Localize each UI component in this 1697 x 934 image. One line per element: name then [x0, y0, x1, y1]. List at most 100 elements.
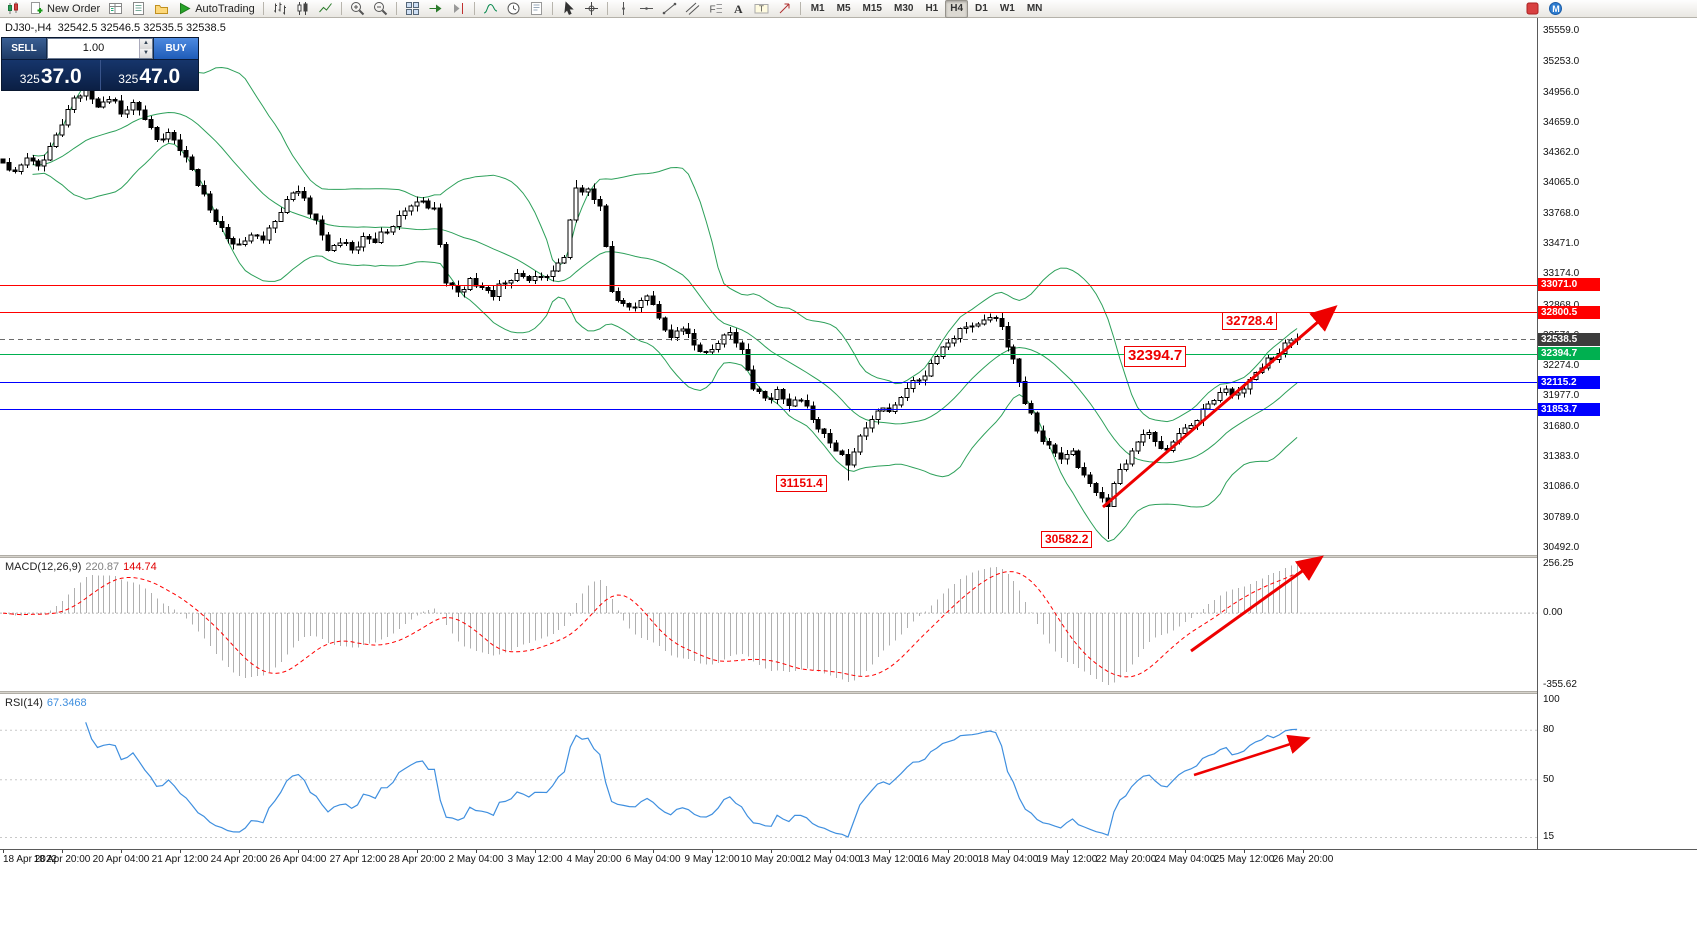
trendline-icon[interactable] [659, 0, 680, 18]
chart-line-icon[interactable] [315, 0, 336, 18]
pane-separator[interactable] [0, 555, 1697, 558]
time-tick [1126, 850, 1127, 853]
axis-label: -355.62 [1543, 679, 1577, 690]
time-tick [3, 850, 4, 853]
timeframe-m30-button[interactable]: M30 [893, 3, 914, 14]
fibonacci-icon[interactable]: F [705, 0, 726, 18]
time-label: 10 May 20:00 [740, 854, 802, 865]
chart-shift-icon[interactable] [448, 0, 469, 18]
timeframe-d1-button[interactable]: D1 [975, 3, 988, 14]
candlestick-chart [0, 66, 1537, 543]
timeframe-m15-button[interactable]: M15 [862, 3, 882, 14]
buy-button[interactable]: BUY [153, 38, 198, 59]
axis-label: 30789.0 [1543, 511, 1580, 523]
price-axis[interactable]: 35559.0 35253.0 34956.0 34659.0 34362.0 34065… [1537, 18, 1697, 849]
zoom-out-icon[interactable] [370, 0, 391, 18]
timeframe-h4-button[interactable]: H4 [945, 0, 969, 18]
sell-price-button[interactable]: 325 37.0 [2, 60, 100, 90]
autotrading-button[interactable]: AutoTrading [174, 0, 258, 18]
time-label: 12 May 04:00 [799, 854, 861, 865]
horizontal-line-icon[interactable] [636, 0, 657, 18]
cursor-icon[interactable] [558, 0, 579, 18]
buy-price-prefix: 325 [118, 72, 139, 86]
price-marker-31853.7: 31853.7 [1538, 402, 1600, 416]
macd-chart [0, 564, 1537, 685]
time-tick [1244, 850, 1245, 853]
buy-price-button[interactable]: 325 47.0 [101, 60, 199, 90]
crosshair-icon[interactable] [581, 0, 602, 18]
axis-label: 31383.0 [1543, 451, 1580, 463]
volume-increase-button[interactable]: ▲ [140, 39, 152, 49]
macd-value-main: 220.87 [85, 561, 120, 573]
periods-icon[interactable] [503, 0, 524, 18]
indicators-icon[interactable] [480, 0, 501, 18]
macd-pane[interactable] [0, 558, 1537, 696]
axis-label: 32868.0 [1543, 300, 1579, 311]
time-label: 16 May 20:00 [917, 854, 979, 865]
volume-value[interactable]: 1.00 [82, 42, 105, 54]
chart-candles-icon[interactable] [292, 0, 313, 18]
community-icon[interactable]: M [1545, 0, 1566, 18]
pane-separator[interactable] [0, 691, 1697, 694]
time-tick [121, 850, 122, 853]
timeframe-m5-button[interactable]: M5 [836, 3, 851, 14]
navigator-icon[interactable] [151, 0, 172, 18]
timeframe-h1-button[interactable]: H1 [925, 3, 939, 14]
text-icon[interactable]: A [728, 0, 749, 18]
time-tick [1303, 850, 1304, 853]
tile-windows-icon[interactable] [402, 0, 423, 18]
macd-name: MACD(12,26,9) [5, 561, 82, 573]
volume-input[interactable]: 1.00 ▲ ▼ [47, 38, 153, 59]
volume-decrease-button[interactable]: ▼ [140, 48, 152, 58]
time-label: 18 Apr 20:00 [33, 854, 91, 865]
zoom-in-icon[interactable] [347, 0, 368, 18]
toolbar-separator [473, 2, 475, 15]
axis-label: 34362.0 [1543, 147, 1580, 159]
text-label-icon[interactable]: T [751, 0, 772, 18]
time-tick [62, 850, 63, 853]
arrows-icon[interactable] [774, 0, 795, 18]
chart-window: 35559.0 35253.0 34956.0 34659.0 34362.0 34065… [0, 18, 1697, 934]
main-chart-pane[interactable] [0, 18, 1537, 560]
macd-signal-line [2, 571, 1298, 678]
chart-bars-icon[interactable] [269, 0, 290, 18]
timeframe-w1-button[interactable]: W1 [999, 3, 1015, 14]
time-tick [1185, 850, 1186, 853]
toolbar-separator [799, 2, 801, 15]
equidistant-channel-icon[interactable] [682, 0, 703, 18]
templates-icon[interactable] [526, 0, 547, 18]
new-order-button[interactable]: New Order [26, 0, 103, 18]
new-chart-icon[interactable] [3, 0, 24, 18]
time-tick [358, 850, 359, 853]
toolbar-separator [606, 2, 608, 15]
axis-label: 30492.0 [1543, 542, 1580, 553]
axis-label: 34065.0 [1543, 177, 1580, 189]
market-watch-icon[interactable] [105, 0, 126, 18]
price-annotation-32394.7[interactable]: 32394.7 [1124, 346, 1187, 367]
macd-histogram [9, 564, 1298, 685]
time-tick [594, 850, 595, 853]
axis-label: 50 [1543, 773, 1555, 785]
toolbar-separator [551, 2, 553, 15]
timeframe-mn-button[interactable]: MN [1026, 3, 1043, 14]
price-annotation-31151.4[interactable]: 31151.4 [776, 475, 827, 492]
rsi-pane[interactable] [0, 694, 1537, 854]
notifications-icon[interactable] [1522, 0, 1543, 18]
time-tick [948, 850, 949, 853]
axis-label: 31680.0 [1543, 420, 1580, 432]
sell-button[interactable]: SELL [2, 38, 47, 59]
data-window-icon[interactable] [128, 0, 149, 18]
symbol-period-label: DJ30-,H4 [5, 22, 52, 34]
time-label: 19 May 12:00 [1036, 854, 1098, 865]
one-click-trading-panel: SELL 1.00 ▲ ▼ BUY 325 37.0 325 47.0 [1, 37, 199, 91]
auto-scroll-icon[interactable] [425, 0, 446, 18]
rsi-line [85, 722, 1298, 838]
timeframe-m1-button[interactable]: M1 [810, 3, 825, 14]
price-annotation-30582.2[interactable]: 30582.2 [1041, 531, 1093, 548]
toolbar-separator [395, 2, 397, 15]
rsi-value: 67.3468 [46, 697, 87, 709]
axis-label: 80 [1543, 724, 1555, 736]
time-axis[interactable]: 18 Apr 2022 18 Apr 20:00 20 Apr 04:00 21 Ap… [0, 849, 1697, 868]
vertical-line-icon[interactable] [613, 0, 634, 18]
price-annotation-32728.4[interactable]: 32728.4 [1222, 312, 1277, 331]
